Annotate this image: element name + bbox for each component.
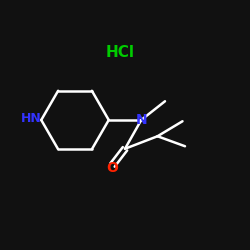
Text: O: O xyxy=(106,160,118,174)
Text: HCl: HCl xyxy=(106,45,134,60)
Text: N: N xyxy=(136,113,147,127)
Text: HN: HN xyxy=(22,112,42,124)
